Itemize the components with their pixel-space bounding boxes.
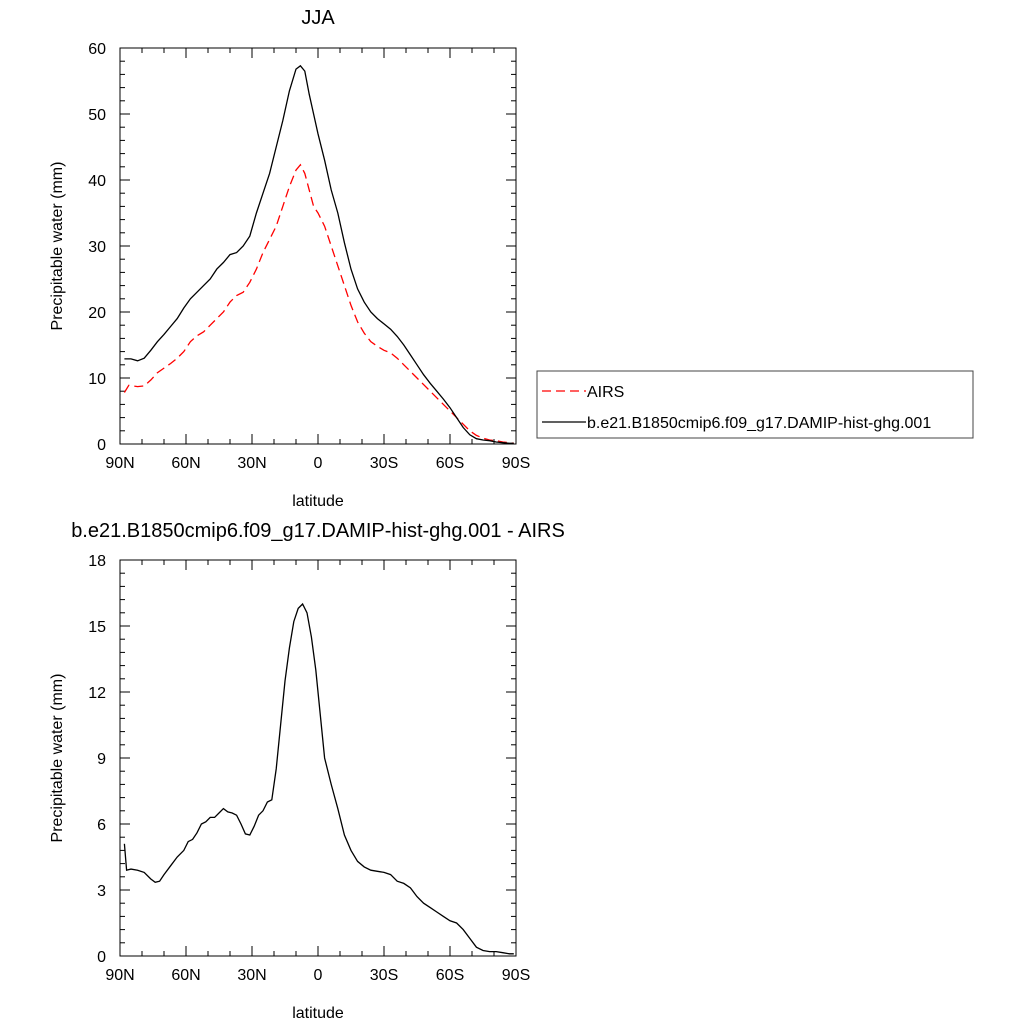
- y-tick-label: 10: [88, 371, 106, 388]
- y-tick-label: 0: [97, 949, 106, 966]
- y-tick-label: 12: [88, 685, 106, 702]
- legend-entry: AIRS: [587, 384, 624, 401]
- y-tick-label: 18: [88, 553, 106, 570]
- y-tick-label: 60: [88, 41, 106, 58]
- x-axis-label: latitude: [292, 1005, 344, 1022]
- x-tick-label: 60N: [171, 967, 200, 984]
- y-axis-label: Precipitable water (mm): [49, 162, 66, 331]
- plot-frame: [119, 559, 517, 957]
- series-line-difference: [123, 602, 514, 955]
- x-tick-label: 30N: [237, 967, 266, 984]
- x-tick-label: 30S: [370, 967, 398, 984]
- y-tick-label: 30: [88, 239, 106, 256]
- y-tick-label: 0: [97, 437, 106, 454]
- x-tick-label: 60N: [171, 455, 200, 472]
- y-tick-label: 9: [97, 751, 106, 768]
- y-tick-label: 40: [88, 173, 106, 190]
- legend-box: [536, 370, 974, 439]
- y-tick-label: 3: [97, 883, 106, 900]
- x-tick-label: 90N: [105, 967, 134, 984]
- y-tick-label: 15: [88, 619, 106, 636]
- legend: AIRS b.e21.B1850cmip6.f09_g17.DAMIP-hist-…: [536, 370, 974, 439]
- x-tick-label: 90N: [105, 455, 134, 472]
- x-tick-label: 90S: [502, 455, 530, 472]
- y-tick-label: 6: [97, 817, 106, 834]
- x-tick-label: 60S: [436, 967, 464, 984]
- y-tick-label: 20: [88, 305, 106, 322]
- y-axis-label: Precipitable water (mm): [49, 674, 66, 843]
- x-tick-label: 0: [314, 455, 323, 472]
- x-axis-label: latitude: [292, 493, 344, 510]
- chart-panel-1: JJA 90N 60N 30N 0 30S 60S 90S 0 10 20 30 40 50 60 latit…: [49, 7, 974, 510]
- legend-entry: b.e21.B1850cmip6.f09_g17.DAMIP-hist-ghg.…: [587, 415, 931, 432]
- x-tick-label: 0: [314, 967, 323, 984]
- chart-panel-2: b.e21.B1850cmip6.f09_g17.DAMIP-hist-ghg.…: [49, 520, 565, 1022]
- chart-title: JJA: [301, 7, 335, 29]
- series-line-b-e21-b1850cmip6-f09-g17-damip-hist-ghg-001: [124, 64, 514, 444]
- y-tick-label: 50: [88, 107, 106, 124]
- series-line-airs: [123, 163, 514, 444]
- x-tick-label: 90S: [502, 967, 530, 984]
- x-tick-label: 60S: [436, 455, 464, 472]
- x-tick-label: 30N: [237, 455, 266, 472]
- x-tick-label: 30S: [370, 455, 398, 472]
- plot-frame: [119, 47, 517, 445]
- chart-title: b.e21.B1850cmip6.f09_g17.DAMIP-hist-ghg.…: [71, 520, 565, 542]
